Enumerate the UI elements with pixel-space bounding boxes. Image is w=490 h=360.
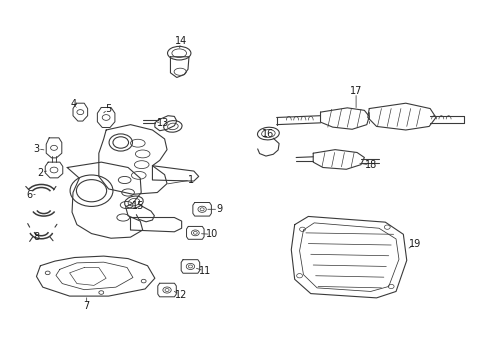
Text: 2: 2 bbox=[37, 168, 44, 178]
Text: 3: 3 bbox=[33, 144, 40, 154]
Text: 5: 5 bbox=[105, 104, 112, 113]
Text: 17: 17 bbox=[350, 86, 362, 96]
Text: 12: 12 bbox=[174, 290, 187, 300]
Text: 18: 18 bbox=[365, 160, 377, 170]
Text: 16: 16 bbox=[262, 129, 274, 139]
Text: 13: 13 bbox=[157, 118, 169, 128]
Text: 8: 8 bbox=[33, 232, 40, 242]
Text: 10: 10 bbox=[206, 229, 218, 239]
Text: 1: 1 bbox=[188, 175, 195, 185]
Text: 6: 6 bbox=[26, 190, 33, 200]
Text: 7: 7 bbox=[83, 301, 90, 311]
Text: 9: 9 bbox=[217, 204, 223, 214]
Text: 4: 4 bbox=[71, 99, 76, 109]
Text: 11: 11 bbox=[199, 266, 211, 276]
Text: 19: 19 bbox=[410, 239, 422, 249]
Text: 14: 14 bbox=[174, 36, 187, 46]
Text: 15: 15 bbox=[132, 201, 144, 211]
